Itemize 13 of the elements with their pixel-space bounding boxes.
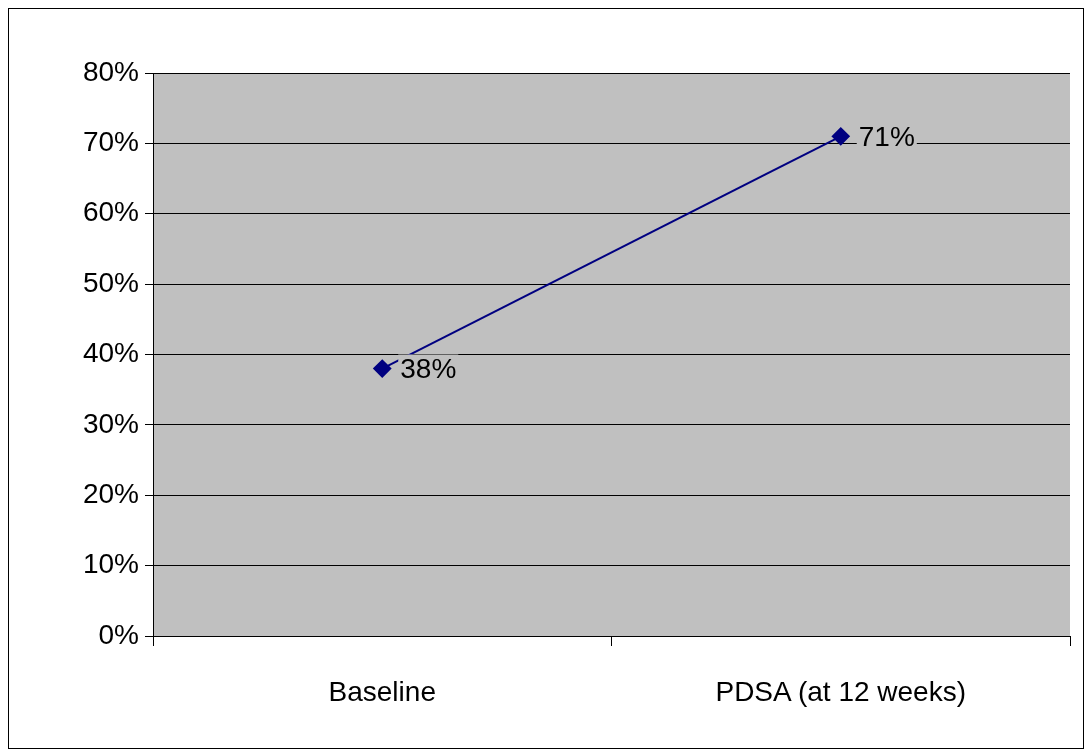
data-label: 38% <box>400 353 457 385</box>
y-tick-label: 10% <box>82 548 139 580</box>
y-tick-label: 70% <box>82 126 139 158</box>
y-tick-label: 40% <box>82 337 139 369</box>
y-tick-label: 20% <box>82 477 139 509</box>
y-tick-label: 80% <box>82 55 139 87</box>
x-tick-label: PDSA (at 12 weeks) <box>715 675 967 707</box>
y-tick-label: 50% <box>82 266 139 298</box>
y-tick-label: 0% <box>98 618 139 650</box>
x-tick-label: Baseline <box>328 675 436 707</box>
y-tick-label: 30% <box>82 407 139 439</box>
y-tick-label: 60% <box>82 196 139 228</box>
data-label: 71% <box>858 121 915 153</box>
